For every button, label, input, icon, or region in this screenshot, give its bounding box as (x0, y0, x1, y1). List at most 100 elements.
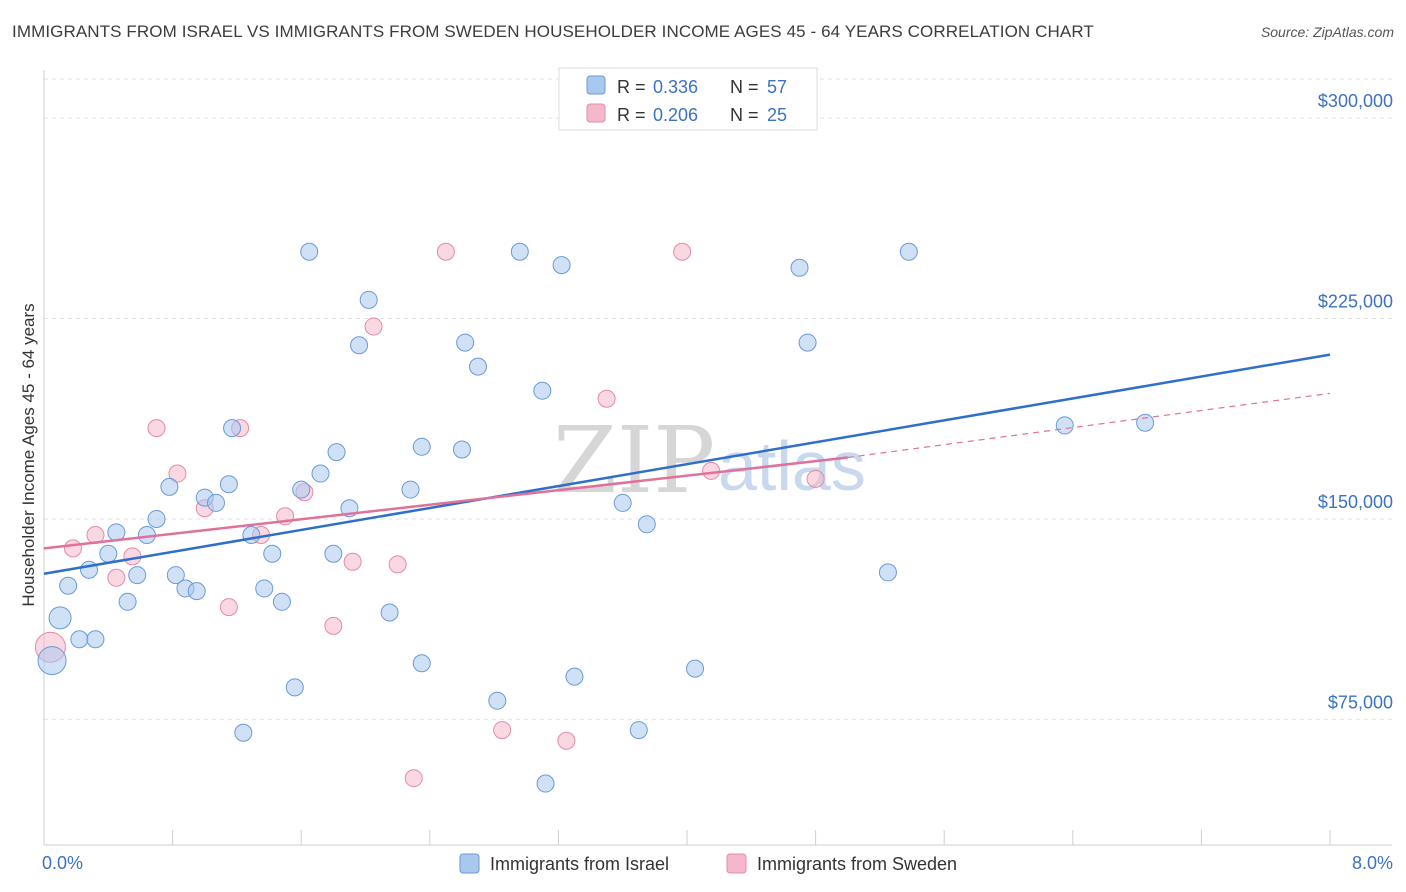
israel-trend-line (43, 353, 1331, 575)
israel-point-21 (255, 579, 274, 598)
bottom-legend-swatch-israel (459, 853, 480, 874)
israel-point-17 (207, 493, 226, 512)
bottom-legend: Immigrants from Israel Immigrants from S… (459, 853, 957, 874)
israel-point-18 (219, 475, 238, 494)
legend-n-label-sweden: N = (730, 105, 759, 125)
watermark-atlas: atlas (718, 427, 866, 505)
trend-lines (43, 353, 1331, 575)
y-tick-label-1: $150,000 (1318, 492, 1393, 512)
israel-point-40 (469, 357, 488, 376)
israel-point-34 (380, 603, 399, 622)
israel-point-5 (80, 560, 99, 579)
israel-point-44 (536, 774, 555, 793)
sweden-point-21 (597, 389, 616, 408)
israel-point-51 (790, 258, 809, 277)
legend-n-label-israel: N = (730, 77, 759, 97)
israel-point-53 (878, 563, 897, 582)
y-tick-labels: $75,000 $150,000 $225,000 $300,000 (1318, 91, 1393, 712)
x-tick-label-max: 8.0% (1352, 853, 1393, 873)
sweden-point-14 (343, 552, 362, 571)
israel-point-8 (118, 592, 137, 611)
legend-swatch-sweden (586, 103, 606, 123)
israel-points (37, 242, 1155, 793)
sweden-point-3 (107, 568, 126, 587)
bottom-legend-swatch-sweden (726, 853, 747, 874)
y-axis-label: Householder Income Ages 45 - 64 years (19, 303, 38, 606)
sweden-point-15 (364, 317, 383, 336)
bottom-legend-label-israel: Immigrants from Israel (490, 854, 669, 874)
y-tick-label-0: $75,000 (1328, 692, 1393, 712)
sweden-point-23 (702, 461, 721, 480)
israel-point-4 (86, 630, 105, 649)
sweden-point-4 (123, 547, 142, 566)
legend: R = 0.336 N = 57 R = 0.206 N = 25 (558, 67, 818, 131)
israel-point-43 (533, 381, 552, 400)
israel-point-48 (629, 721, 648, 740)
israel-point-3 (70, 630, 89, 649)
x-tick-label-min: 0.0% (42, 853, 83, 873)
israel-point-46 (565, 667, 584, 686)
bottom-legend-label-sweden: Immigrants from Sweden (757, 854, 957, 874)
sweden-point-13 (324, 616, 343, 635)
chart-title: IMMIGRANTS FROM ISRAEL VS IMMIGRANTS FRO… (12, 22, 1094, 41)
watermark-zip: ZIP (553, 407, 715, 514)
israel-point-20 (242, 526, 261, 544)
israel-point-35 (401, 480, 420, 499)
israel-point-39 (456, 333, 475, 352)
israel-point-11 (147, 509, 166, 528)
x-ticks (172, 830, 1331, 845)
israel-point-22 (263, 544, 282, 563)
israel-point-15 (187, 582, 206, 601)
israel-point-24 (285, 678, 304, 697)
legend-swatch-israel (586, 75, 606, 95)
israel-point-27 (300, 242, 319, 261)
y-tick-label-2: $225,000 (1318, 292, 1393, 312)
sweden-point-1 (63, 539, 82, 558)
israel-point-54 (899, 242, 918, 261)
sweden-point-6 (168, 464, 187, 483)
israel-point-26 (292, 480, 311, 499)
israel-point-52 (798, 333, 817, 352)
israel-point-55 (1055, 416, 1074, 435)
legend-r-label-israel: R = (617, 77, 646, 97)
legend-n-value-sweden: 25 (767, 105, 787, 125)
y-tick-label-3: $300,000 (1318, 91, 1393, 111)
israel-point-9 (128, 566, 147, 585)
sweden-point-16 (388, 555, 407, 574)
gridlines (44, 78, 1392, 720)
source-label: Source: ZipAtlas.com (1260, 24, 1394, 40)
israel-point-38 (452, 440, 471, 459)
israel-point-29 (327, 443, 346, 462)
legend-r-value-sweden: 0.206 (653, 105, 698, 125)
israel-point-28 (311, 464, 330, 483)
israel-point-12 (160, 477, 179, 496)
israel-point-13 (166, 566, 185, 585)
sweden-trend-line-dashed (847, 392, 1331, 459)
israel-point-19 (223, 419, 242, 438)
axes (43, 70, 1392, 846)
sweden-point-8 (219, 598, 238, 617)
israel-point-49 (637, 515, 656, 534)
legend-r-value-israel: 0.336 (653, 77, 698, 97)
israel-point-30 (324, 544, 343, 563)
sweden-point-18 (436, 242, 455, 261)
israel-point-25 (234, 723, 253, 742)
sweden-point-5 (147, 419, 166, 438)
legend-r-label-sweden: R = (617, 105, 646, 125)
sweden-point-24 (806, 469, 825, 488)
israel-point-6 (99, 544, 118, 563)
israel-point-23 (272, 592, 291, 611)
sweden-trend-line (43, 456, 848, 550)
israel-point-32 (350, 336, 369, 355)
israel-point-41 (488, 691, 507, 710)
israel-point-33 (359, 290, 378, 309)
sweden-point-17 (404, 769, 423, 788)
sweden-point-22 (673, 242, 692, 261)
sweden-point-20 (557, 731, 576, 750)
israel-point-0 (37, 646, 67, 676)
legend-n-value-israel: 57 (767, 77, 787, 97)
israel-point-1 (48, 606, 72, 630)
sweden-point-19 (493, 721, 512, 740)
israel-point-37 (412, 654, 431, 673)
